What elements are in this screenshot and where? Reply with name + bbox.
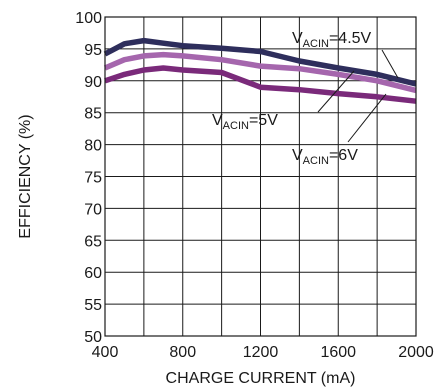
plot-frame xyxy=(104,16,417,337)
y-tick-label-70: 70 xyxy=(84,201,102,218)
x-tick-label-1600: 1600 xyxy=(320,344,356,361)
annotation-leader-3 xyxy=(347,93,387,143)
x-tick-label-1200: 1200 xyxy=(243,344,279,361)
annotation-subscript: ACIN xyxy=(303,155,329,167)
annotation-symbol: V xyxy=(292,30,303,47)
annotation-symbol: V xyxy=(212,112,223,129)
y-tick-label-85: 85 xyxy=(84,106,102,123)
annotation-value: =6V xyxy=(329,147,358,164)
annotation-leader-1 xyxy=(381,49,399,79)
y-tick-label-60: 60 xyxy=(84,265,102,282)
annotation-subscript: ACIN xyxy=(303,38,329,50)
y-tick-label-90: 90 xyxy=(84,74,102,91)
x-tick-label-400: 400 xyxy=(92,344,119,361)
y-tick-labels: 50 55 60 65 70 75 80 85 90 95 100 xyxy=(75,10,102,346)
y-tick-label-65: 65 xyxy=(84,233,102,250)
y-tick-label-100: 100 xyxy=(75,10,102,27)
y-tick-label-80: 80 xyxy=(84,138,102,155)
annotation-leader-2 xyxy=(317,70,355,113)
series-annotation-1: VACIN=4.5V xyxy=(292,30,372,50)
series-line-3 xyxy=(104,65,417,104)
annotation-symbol: V xyxy=(292,147,303,164)
y-tick-label-95: 95 xyxy=(84,42,102,59)
annotation-value: =4.5V xyxy=(329,30,372,47)
x-tick-labels: 400 800 1200 1600 2000 xyxy=(92,344,434,361)
series-line-2 xyxy=(103,51,417,94)
x-tick-label-800: 800 xyxy=(169,344,196,361)
y-axis-title: EFFICIENCY (%) xyxy=(17,114,34,238)
y-tick-label-55: 55 xyxy=(84,297,102,314)
annotation-value: =5V xyxy=(249,112,278,129)
series-annotation-2: VACIN=5V xyxy=(212,112,278,132)
series-line-1 xyxy=(103,37,417,87)
series-annotation-3: VACIN=6V xyxy=(292,147,358,167)
y-tick-label-50: 50 xyxy=(84,329,102,346)
series-lines xyxy=(103,37,417,104)
x-tick-label-2000: 2000 xyxy=(398,344,434,361)
y-tick-label-75: 75 xyxy=(84,170,102,187)
annotation-subscript: ACIN xyxy=(223,120,249,132)
x-axis-title: CHARGE CURRENT (mA) xyxy=(166,370,356,387)
